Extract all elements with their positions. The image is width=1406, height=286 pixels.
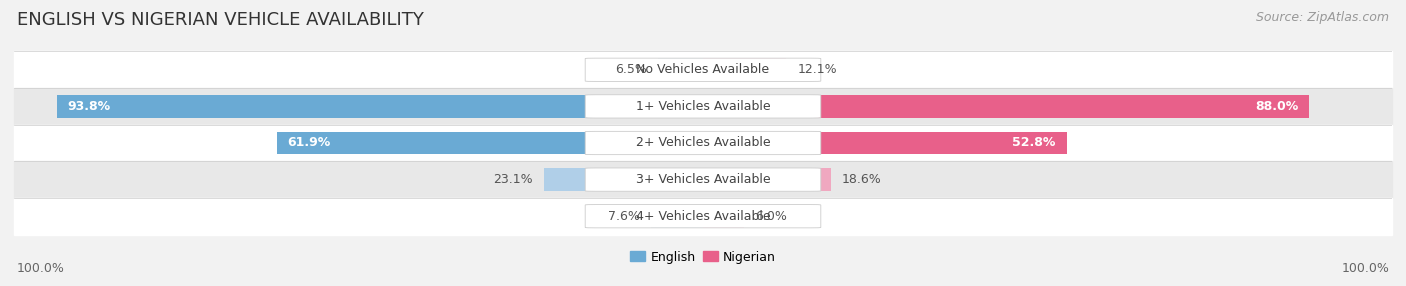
Text: 18.6%: 18.6% xyxy=(842,173,882,186)
Text: 3+ Vehicles Available: 3+ Vehicles Available xyxy=(636,173,770,186)
Text: Source: ZipAtlas.com: Source: ZipAtlas.com xyxy=(1256,11,1389,24)
Bar xyxy=(14,198,1392,235)
Legend: English, Nigerian: English, Nigerian xyxy=(626,246,780,269)
FancyBboxPatch shape xyxy=(585,168,821,191)
Bar xyxy=(658,58,703,81)
FancyBboxPatch shape xyxy=(585,95,821,118)
Text: 1+ Vehicles Available: 1+ Vehicles Available xyxy=(636,100,770,113)
Bar xyxy=(703,205,744,228)
Text: ENGLISH VS NIGERIAN VEHICLE AVAILABILITY: ENGLISH VS NIGERIAN VEHICLE AVAILABILITY xyxy=(17,11,423,29)
Bar xyxy=(703,168,831,191)
FancyBboxPatch shape xyxy=(585,204,821,228)
Text: 61.9%: 61.9% xyxy=(288,136,330,150)
Text: 93.8%: 93.8% xyxy=(67,100,111,113)
Text: 4+ Vehicles Available: 4+ Vehicles Available xyxy=(636,210,770,223)
Bar xyxy=(14,125,1392,161)
Text: 6.0%: 6.0% xyxy=(755,210,787,223)
Bar xyxy=(703,132,1067,154)
Bar xyxy=(14,88,1392,125)
FancyBboxPatch shape xyxy=(585,131,821,155)
Text: No Vehicles Available: No Vehicles Available xyxy=(637,63,769,76)
Text: 7.6%: 7.6% xyxy=(607,210,640,223)
Bar xyxy=(703,58,786,81)
FancyBboxPatch shape xyxy=(585,58,821,82)
Bar xyxy=(14,51,1392,88)
Text: 6.5%: 6.5% xyxy=(616,63,647,76)
Text: 23.1%: 23.1% xyxy=(494,173,533,186)
Text: 12.1%: 12.1% xyxy=(797,63,837,76)
Text: 100.0%: 100.0% xyxy=(1341,262,1389,275)
Text: 88.0%: 88.0% xyxy=(1256,100,1298,113)
Bar xyxy=(56,95,703,118)
Bar xyxy=(703,95,1309,118)
Text: 100.0%: 100.0% xyxy=(17,262,65,275)
Text: 52.8%: 52.8% xyxy=(1012,136,1056,150)
Text: 2+ Vehicles Available: 2+ Vehicles Available xyxy=(636,136,770,150)
Bar xyxy=(14,161,1392,198)
Bar xyxy=(651,205,703,228)
Bar xyxy=(544,168,703,191)
Bar xyxy=(277,132,703,154)
